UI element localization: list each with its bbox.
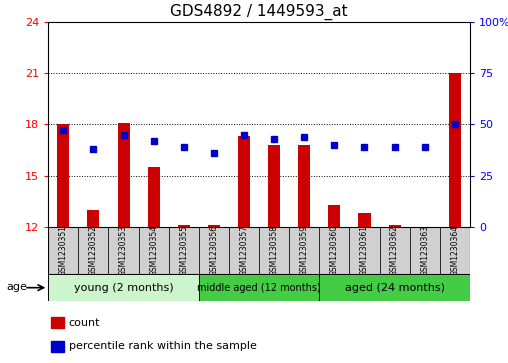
Text: young (2 months): young (2 months) <box>74 283 173 293</box>
Bar <box>350 227 379 274</box>
Bar <box>48 227 78 274</box>
Text: GSM1230354: GSM1230354 <box>149 225 158 276</box>
Bar <box>298 145 310 227</box>
Bar <box>320 274 470 301</box>
Bar <box>238 136 250 227</box>
Bar <box>259 227 289 274</box>
Bar <box>440 227 470 274</box>
Bar <box>169 227 199 274</box>
Text: GSM1230357: GSM1230357 <box>239 225 248 276</box>
Bar <box>359 213 370 227</box>
Text: GSM1230359: GSM1230359 <box>300 225 309 276</box>
Text: aged (24 months): aged (24 months) <box>344 283 444 293</box>
Text: GSM1230356: GSM1230356 <box>209 225 218 276</box>
Bar <box>449 73 461 227</box>
Bar <box>379 227 409 274</box>
Text: GSM1230351: GSM1230351 <box>59 225 68 276</box>
Bar <box>289 227 320 274</box>
Title: GDS4892 / 1449593_at: GDS4892 / 1449593_at <box>170 4 348 20</box>
Bar <box>117 123 130 227</box>
Text: GSM1230358: GSM1230358 <box>270 225 279 276</box>
Bar <box>328 205 340 227</box>
Bar <box>389 225 401 227</box>
Text: middle aged (12 months): middle aged (12 months) <box>197 283 321 293</box>
Text: GSM1230362: GSM1230362 <box>390 225 399 276</box>
Text: age: age <box>6 282 27 293</box>
Text: GSM1230361: GSM1230361 <box>360 225 369 276</box>
Bar <box>139 227 169 274</box>
Bar <box>409 227 440 274</box>
Bar <box>178 225 190 227</box>
Bar <box>148 167 160 227</box>
Bar <box>229 227 259 274</box>
Bar <box>199 274 320 301</box>
Bar <box>57 125 69 227</box>
Text: GSM1230364: GSM1230364 <box>450 225 459 276</box>
Bar <box>320 227 350 274</box>
Bar <box>87 210 100 227</box>
Bar <box>208 225 220 227</box>
Bar <box>109 227 139 274</box>
Bar <box>268 145 280 227</box>
Text: GSM1230353: GSM1230353 <box>119 225 128 276</box>
Text: GSM1230352: GSM1230352 <box>89 225 98 276</box>
Text: count: count <box>69 318 100 328</box>
Text: GSM1230363: GSM1230363 <box>420 225 429 276</box>
Text: GSM1230355: GSM1230355 <box>179 225 188 276</box>
Bar <box>199 227 229 274</box>
Text: percentile rank within the sample: percentile rank within the sample <box>69 342 257 351</box>
Text: GSM1230360: GSM1230360 <box>330 225 339 276</box>
Bar <box>78 227 109 274</box>
Bar <box>48 274 199 301</box>
